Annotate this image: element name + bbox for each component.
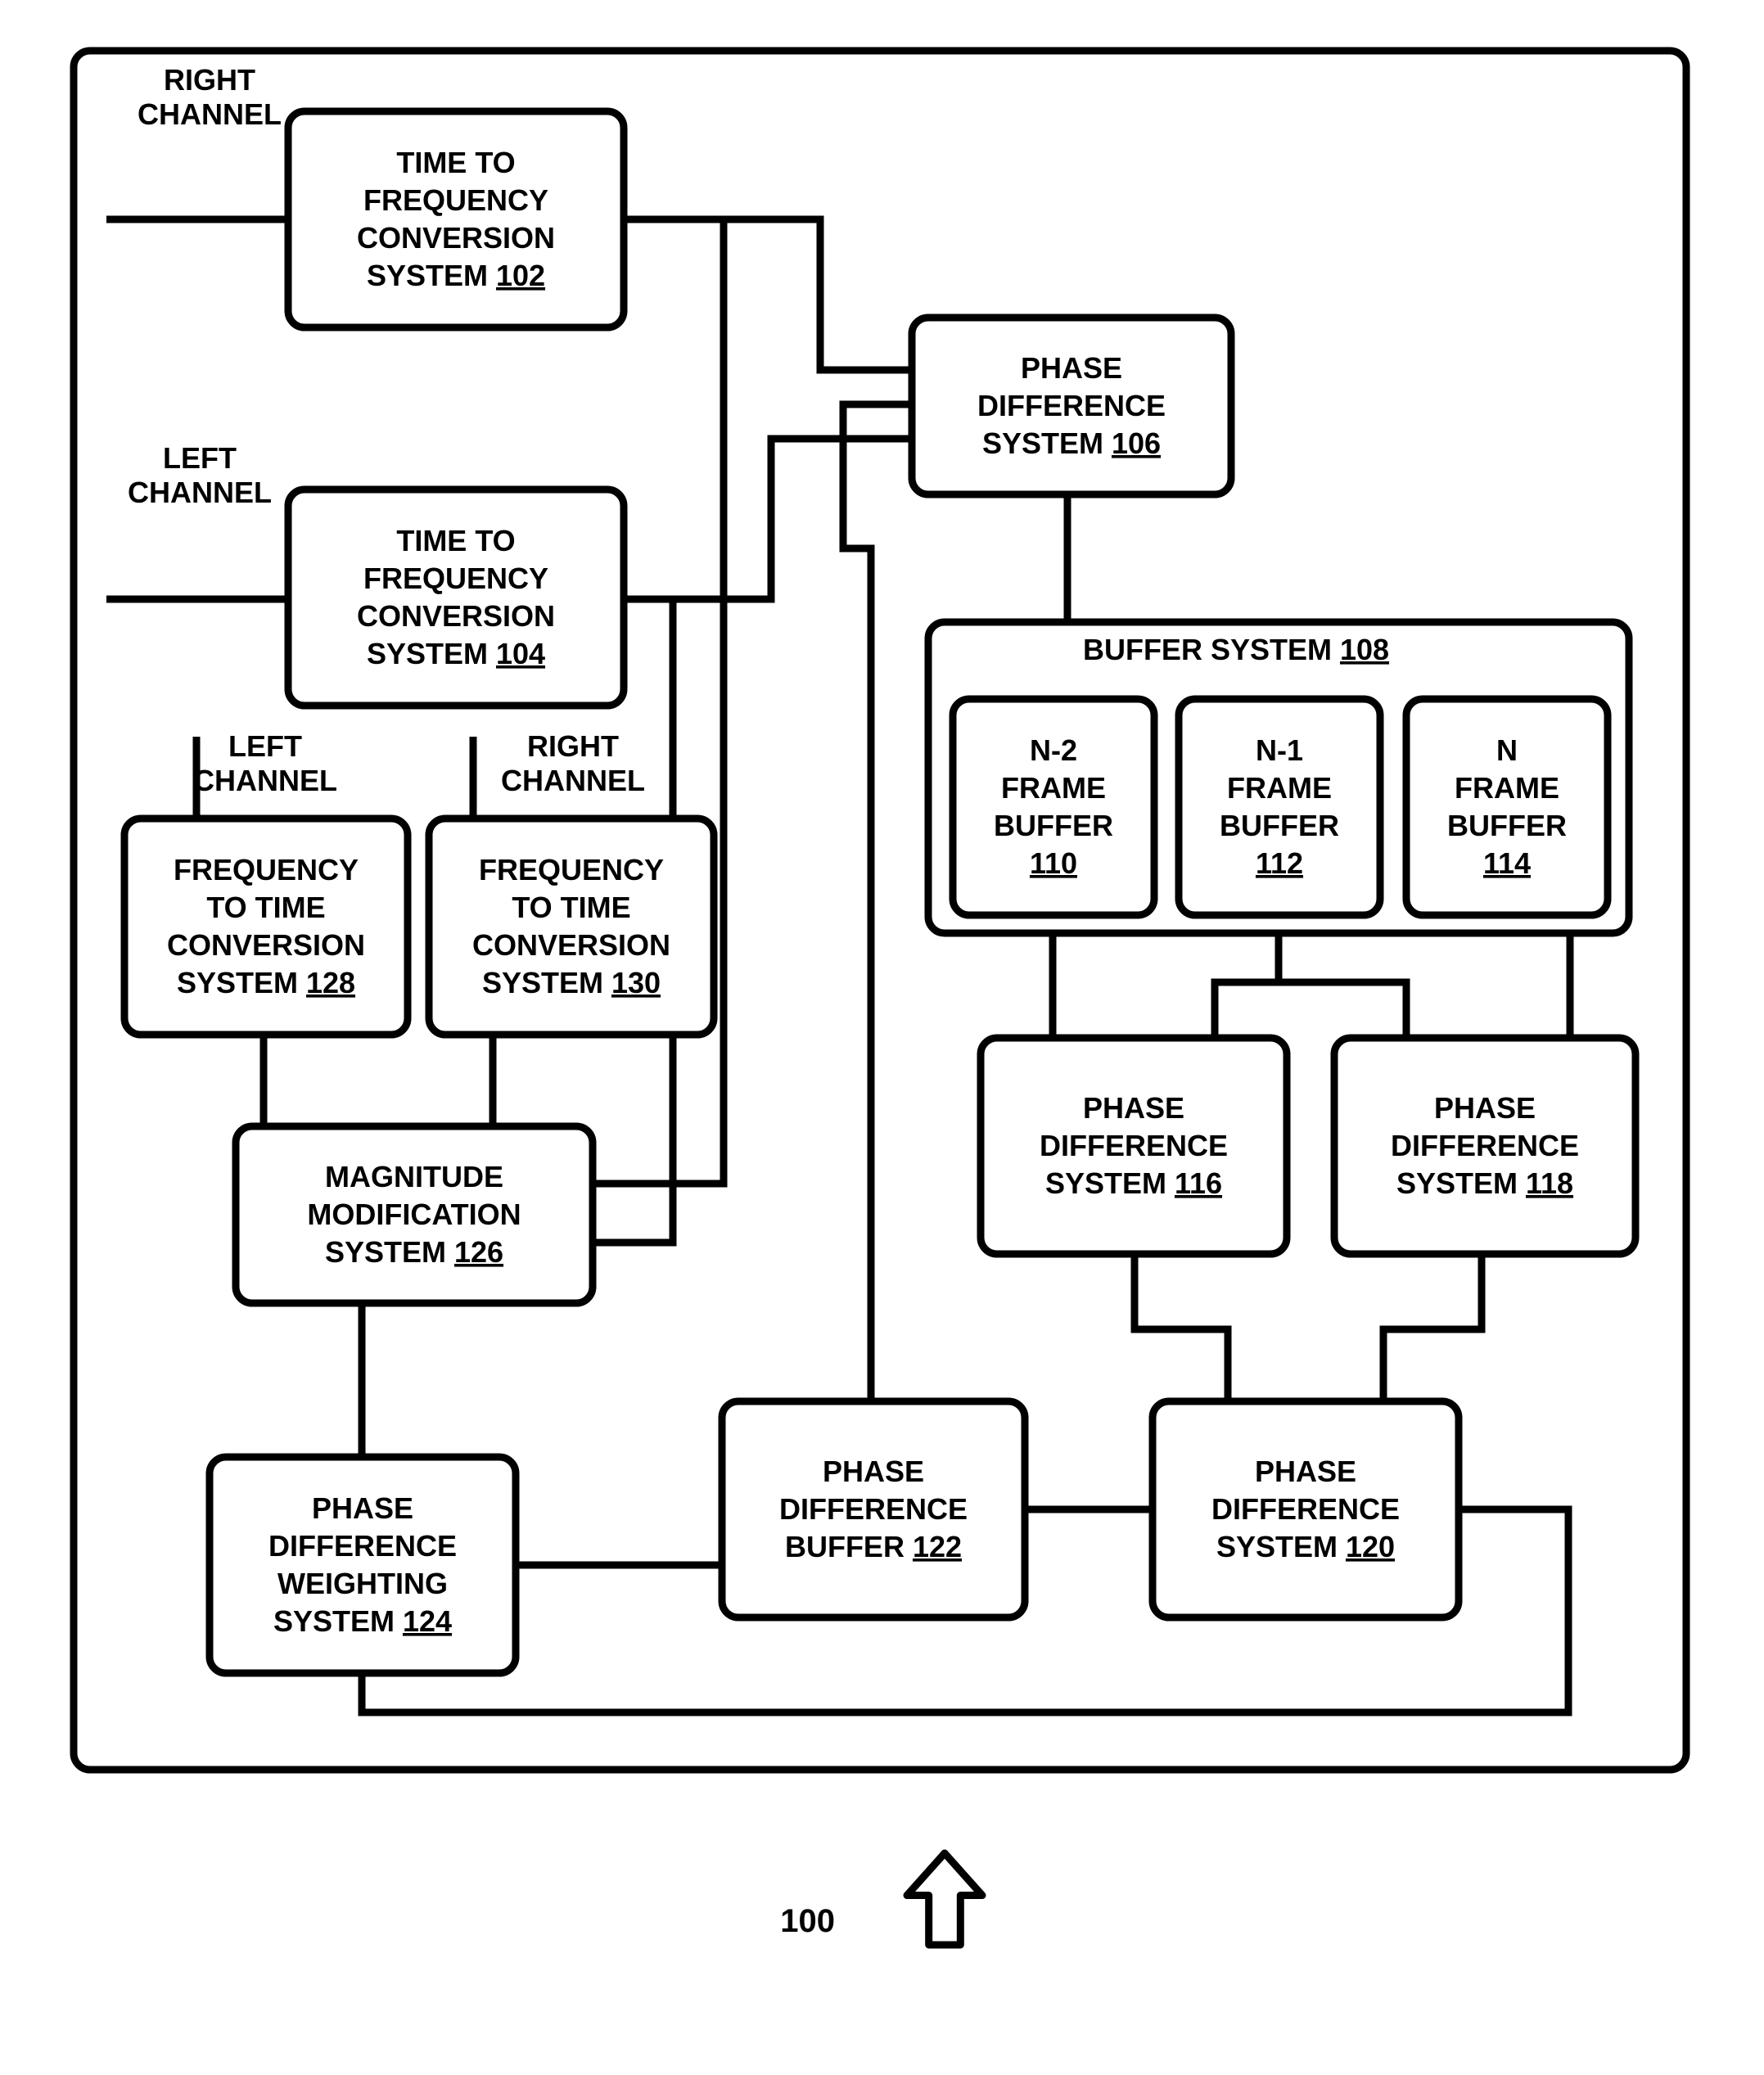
svg-text:CHANNEL: CHANNEL [501,764,645,797]
node-n104 [288,489,624,706]
figure-ref-arrow-icon [907,1853,982,1945]
svg-text:TIME TO: TIME TO [396,524,515,557]
svg-text:FREQUENCY: FREQUENCY [363,183,548,217]
svg-text:SYSTEM 118: SYSTEM 118 [1396,1166,1573,1200]
svg-text:FRAME: FRAME [1227,771,1332,805]
svg-text:FREQUENCY: FREQUENCY [363,562,548,595]
svg-text:PHASE: PHASE [1083,1091,1184,1125]
svg-text:114: 114 [1483,846,1531,880]
svg-text:SYSTEM 128: SYSTEM 128 [177,966,355,999]
svg-text:RIGHT: RIGHT [164,63,255,97]
svg-text:MAGNITUDE: MAGNITUDE [325,1160,503,1193]
node-n130 [429,819,714,1035]
svg-text:SYSTEM 106: SYSTEM 106 [982,426,1161,460]
svg-text:SYSTEM 104: SYSTEM 104 [367,637,545,670]
svg-text:TO TIME: TO TIME [206,891,325,924]
svg-text:112: 112 [1256,846,1303,880]
svg-text:PHASE: PHASE [1434,1091,1536,1125]
svg-text:FREQUENCY: FREQUENCY [479,853,664,886]
svg-text:WEIGHTING: WEIGHTING [277,1567,448,1600]
svg-text:110: 110 [1030,846,1077,880]
svg-text:DIFFERENCE: DIFFERENCE [1040,1129,1228,1162]
svg-text:CHANNEL: CHANNEL [138,97,282,131]
svg-text:100: 100 [780,1903,835,1939]
svg-text:DIFFERENCE: DIFFERENCE [977,389,1166,422]
svg-text:SYSTEM 124: SYSTEM 124 [273,1604,452,1638]
svg-text:DIFFERENCE: DIFFERENCE [1391,1129,1579,1162]
svg-text:N: N [1496,733,1518,767]
svg-text:SYSTEM 120: SYSTEM 120 [1216,1530,1395,1563]
node-n102 [288,111,624,327]
svg-text:BUFFER 122: BUFFER 122 [785,1530,962,1563]
system-flowchart: BUFFER SYSTEM 108 TIME TO FREQUENCY CONVERS… [0,0,1764,2075]
svg-text:BUFFER: BUFFER [1220,809,1339,842]
svg-text:MODIFICATION: MODIFICATION [307,1198,521,1231]
svg-text:BUFFER SYSTEM 108: BUFFER SYSTEM 108 [1083,633,1389,666]
svg-text:PHASE: PHASE [1255,1455,1356,1488]
svg-text:CONVERSION: CONVERSION [357,599,555,633]
svg-text:CONVERSION: CONVERSION [357,221,555,255]
svg-text:TIME TO: TIME TO [396,146,515,179]
svg-text:BUFFER: BUFFER [1447,809,1567,842]
svg-text:FREQUENCY: FREQUENCY [174,853,359,886]
svg-text:CHANNEL: CHANNEL [128,476,272,509]
svg-text:PHASE: PHASE [823,1455,924,1488]
node-n112 [1179,699,1380,915]
svg-text:BUFFER: BUFFER [994,809,1113,842]
svg-text:LEFT: LEFT [163,441,237,475]
svg-text:PHASE: PHASE [1021,351,1122,385]
svg-text:SYSTEM 130: SYSTEM 130 [482,966,661,999]
svg-text:LEFT: LEFT [228,729,302,763]
node-n124 [210,1457,516,1673]
node-n128 [124,819,408,1035]
node-n114 [1406,699,1608,915]
svg-text:RIGHT: RIGHT [527,729,619,763]
svg-text:CONVERSION: CONVERSION [167,928,365,962]
svg-text:PHASE: PHASE [312,1491,413,1525]
svg-text:N-2: N-2 [1030,733,1077,767]
svg-text:SYSTEM 102: SYSTEM 102 [367,259,545,292]
svg-text:SYSTEM 126: SYSTEM 126 [325,1235,503,1269]
svg-text:CONVERSION: CONVERSION [472,928,670,962]
svg-text:FRAME: FRAME [1455,771,1559,805]
svg-text:TO TIME: TO TIME [512,891,630,924]
svg-text:FRAME: FRAME [1001,771,1106,805]
svg-text:DIFFERENCE: DIFFERENCE [268,1529,457,1563]
svg-text:DIFFERENCE: DIFFERENCE [1211,1492,1400,1526]
svg-text:SYSTEM 116: SYSTEM 116 [1045,1166,1222,1200]
svg-text:DIFFERENCE: DIFFERENCE [779,1492,968,1526]
svg-text:CHANNEL: CHANNEL [193,764,337,797]
svg-text:N-1: N-1 [1256,733,1303,767]
node-n110 [953,699,1154,915]
